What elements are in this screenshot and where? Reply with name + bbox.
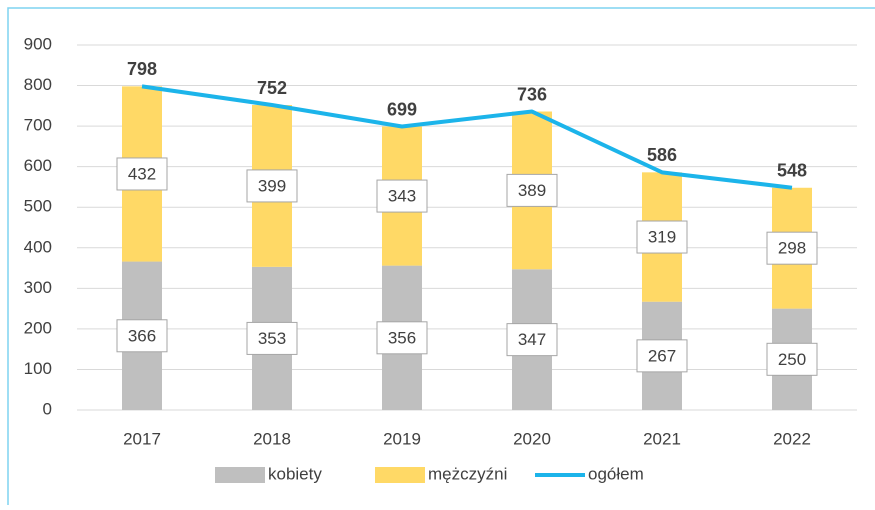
x-tick-label: 2018	[253, 429, 291, 448]
data-label: 586	[647, 145, 677, 165]
data-label: 298	[778, 239, 806, 258]
legend-swatch	[375, 467, 425, 483]
y-tick-label: 300	[24, 278, 52, 297]
data-label-box	[116, 157, 168, 191]
y-tick-label: 0	[43, 399, 52, 418]
data-label-box	[116, 319, 168, 353]
data-label: 267	[648, 346, 676, 365]
y-tick-label: 600	[24, 156, 52, 175]
frame	[7, 7, 875, 505]
data-label-box	[246, 169, 298, 203]
data-label: 389	[518, 181, 546, 200]
y-tick-label: 200	[24, 318, 52, 337]
data-label: 798	[127, 59, 157, 79]
data-label-box	[376, 321, 428, 355]
data-label: 319	[648, 228, 676, 247]
y-tick-label: 400	[24, 237, 52, 256]
data-label-box	[376, 179, 428, 213]
data-label: 548	[777, 161, 807, 181]
data-label-box	[636, 220, 688, 254]
y-tick-label: 500	[24, 197, 52, 216]
data-label: 347	[518, 330, 546, 349]
legend-swatch	[215, 467, 265, 483]
data-label: 432	[128, 164, 156, 183]
data-label: 353	[258, 329, 286, 348]
data-label: 250	[778, 350, 806, 369]
y-tick-label: 800	[24, 75, 52, 94]
x-tick-label: 2021	[643, 429, 681, 448]
data-label: 752	[257, 78, 287, 98]
data-label-box	[766, 231, 818, 265]
legend-label: kobiety	[268, 464, 322, 483]
data-label: 343	[388, 187, 416, 206]
data-label-box	[636, 339, 688, 373]
x-tick-label: 2019	[383, 429, 421, 448]
x-tick-label: 2020	[513, 429, 551, 448]
data-label-box	[246, 321, 298, 355]
data-label-box	[766, 342, 818, 376]
y-tick-label: 100	[24, 359, 52, 378]
data-label: 366	[128, 326, 156, 345]
y-tick-label: 900	[24, 34, 52, 53]
data-label-box	[506, 173, 558, 207]
data-label: 736	[517, 84, 547, 104]
data-label: 399	[258, 176, 286, 195]
line-series	[141, 84, 793, 190]
legend-label: ogółem	[588, 464, 644, 483]
y-tick-label: 700	[24, 116, 52, 135]
x-tick-label: 2017	[123, 429, 161, 448]
legend-label: mężczyźni	[428, 464, 507, 483]
data-label-box	[506, 323, 558, 357]
data-label: 356	[388, 328, 416, 347]
data-label: 699	[387, 99, 417, 119]
x-tick-label: 2022	[773, 429, 811, 448]
